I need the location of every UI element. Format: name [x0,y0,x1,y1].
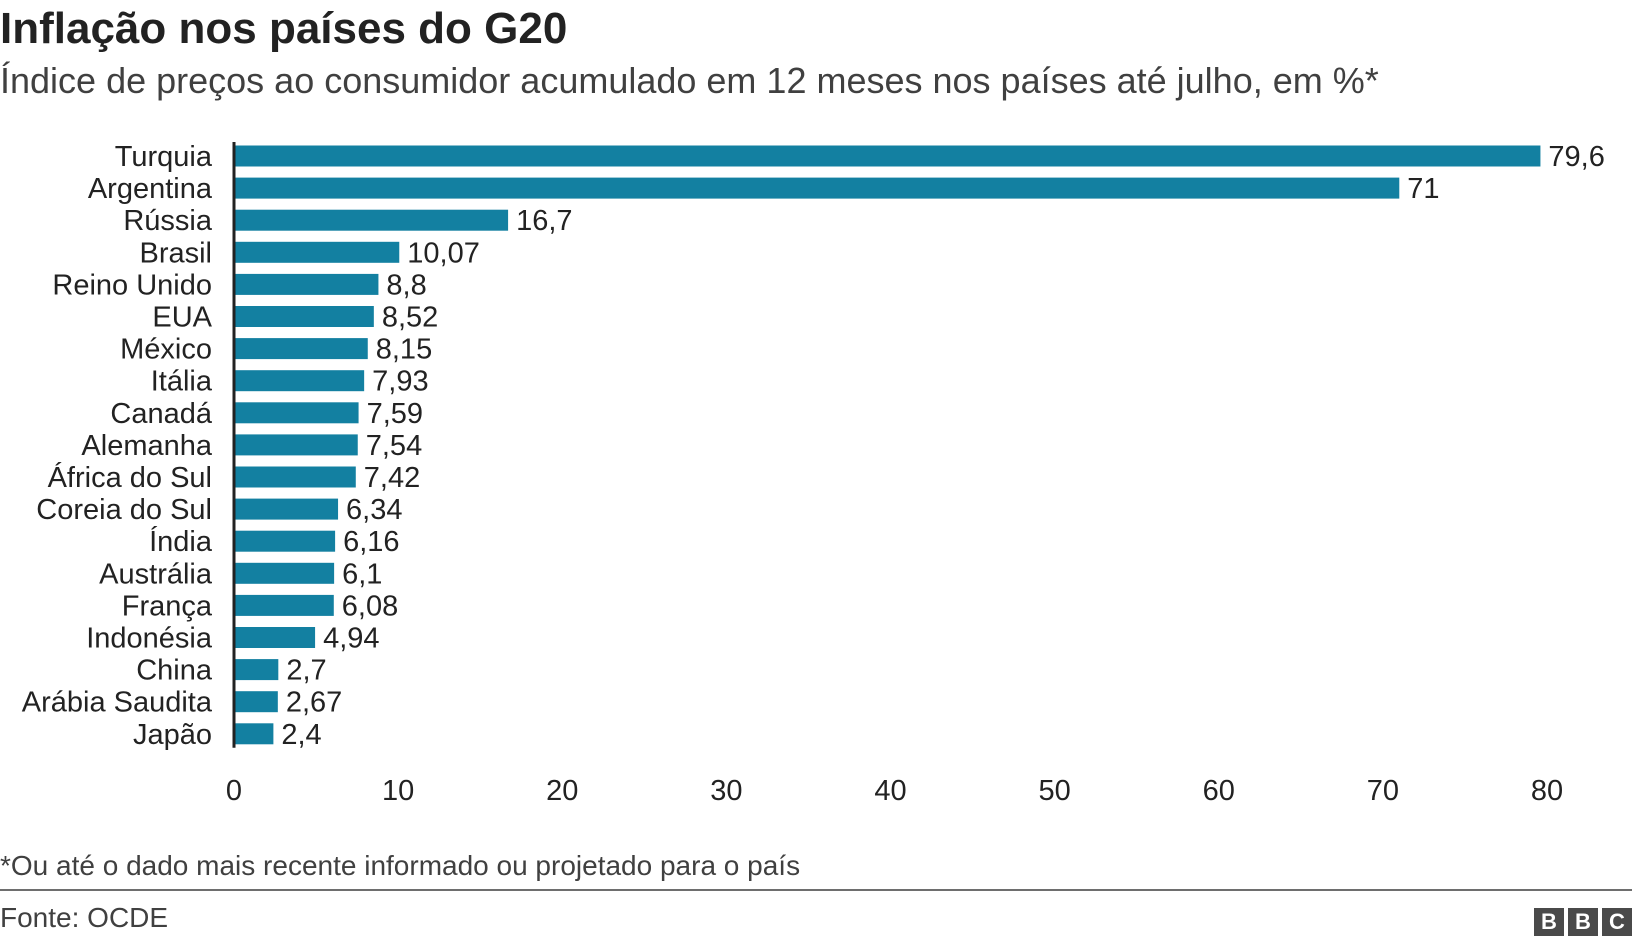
bar-9 [234,434,358,456]
value-label: 6,1 [342,558,382,590]
footnote: *Ou até o dado mais recente informado ou… [0,850,801,881]
value-label: 7,42 [364,462,420,494]
value-label: 8,8 [386,269,426,301]
bar-0 [234,145,1541,167]
bar-13 [234,562,335,584]
logo-letter-b2: B [1568,908,1598,936]
chart-title: Inflação nos países do G20 [0,4,568,53]
value-label: 6,34 [346,494,402,526]
x-tick-label: 80 [1531,775,1563,807]
bar-3 [234,241,400,263]
value-label: 8,52 [382,302,438,334]
bar-14 [234,594,334,616]
value-label: 10,07 [407,237,480,269]
bar-1 [234,177,1400,199]
category-label: Arábia Saudita [22,687,213,719]
bar-10 [234,466,356,488]
value-label: 2,67 [286,687,342,719]
value-label: 6,16 [343,526,399,558]
logo-letter-b1: B [1534,908,1564,936]
bar-4 [234,273,379,295]
value-label: 16,7 [516,205,572,237]
chart-subtitle: Índice de preços ao consumidor acumulado… [0,60,1379,101]
x-tick-label: 20 [546,775,578,807]
category-label: China [136,655,213,687]
bar-15 [234,627,316,648]
bar-8 [234,402,359,424]
category-label: Canadá [110,398,212,430]
category-label: Reino Unido [52,269,212,301]
bar-12 [234,530,336,552]
category-label: Itália [151,366,213,398]
x-tick-label: 60 [1203,775,1235,807]
category-label: África do Sul [48,461,212,494]
category-label: México [120,334,212,366]
bar-6 [234,338,368,360]
category-label: EUA [152,302,212,334]
value-label: 7,93 [372,366,428,398]
value-label: 71 [1407,173,1439,205]
logo-letter-c: C [1602,908,1632,936]
category-label: Japão [133,719,212,751]
bar-5 [234,306,374,327]
category-label: Argentina [88,173,213,205]
category-label: Turquia [115,141,213,173]
category-label: França [122,590,213,622]
x-tick-label: 40 [874,775,906,807]
x-tick-label: 30 [710,775,742,807]
bar-chart: Turquia 79,6 Argentina 71 Rússia 16,7 Brasil 10… [22,141,1605,807]
bar-17 [234,691,278,713]
value-label: 8,15 [376,334,432,366]
value-label: 7,54 [366,430,422,462]
footer-divider [0,889,1632,891]
value-label: 2,7 [286,655,326,687]
value-label: 7,59 [367,398,423,430]
x-tick-label: 50 [1038,775,1070,807]
source-text: Fonte: OCDE [0,902,169,933]
category-label: Índia [149,525,213,558]
bbc-logo: B B C [1534,908,1632,936]
bar-7 [234,370,365,392]
bar-2 [234,209,509,231]
bar-18 [234,723,274,745]
value-label: 4,94 [323,623,379,655]
x-tick-label: 0 [226,775,242,807]
x-tick-label: 10 [382,775,414,807]
value-label: 2,4 [281,719,321,751]
value-label: 79,6 [1548,141,1604,173]
category-label: Alemanha [81,430,212,462]
x-tick-label: 70 [1367,775,1399,807]
category-label: Austrália [99,558,213,590]
category-label: Brasil [139,237,212,269]
value-label: 6,08 [342,590,398,622]
bar-11 [234,498,339,520]
category-label: Rússia [123,205,213,237]
category-label: Indonésia [86,623,213,655]
category-label: Coreia do Sul [36,494,212,526]
bar-16 [234,659,279,681]
